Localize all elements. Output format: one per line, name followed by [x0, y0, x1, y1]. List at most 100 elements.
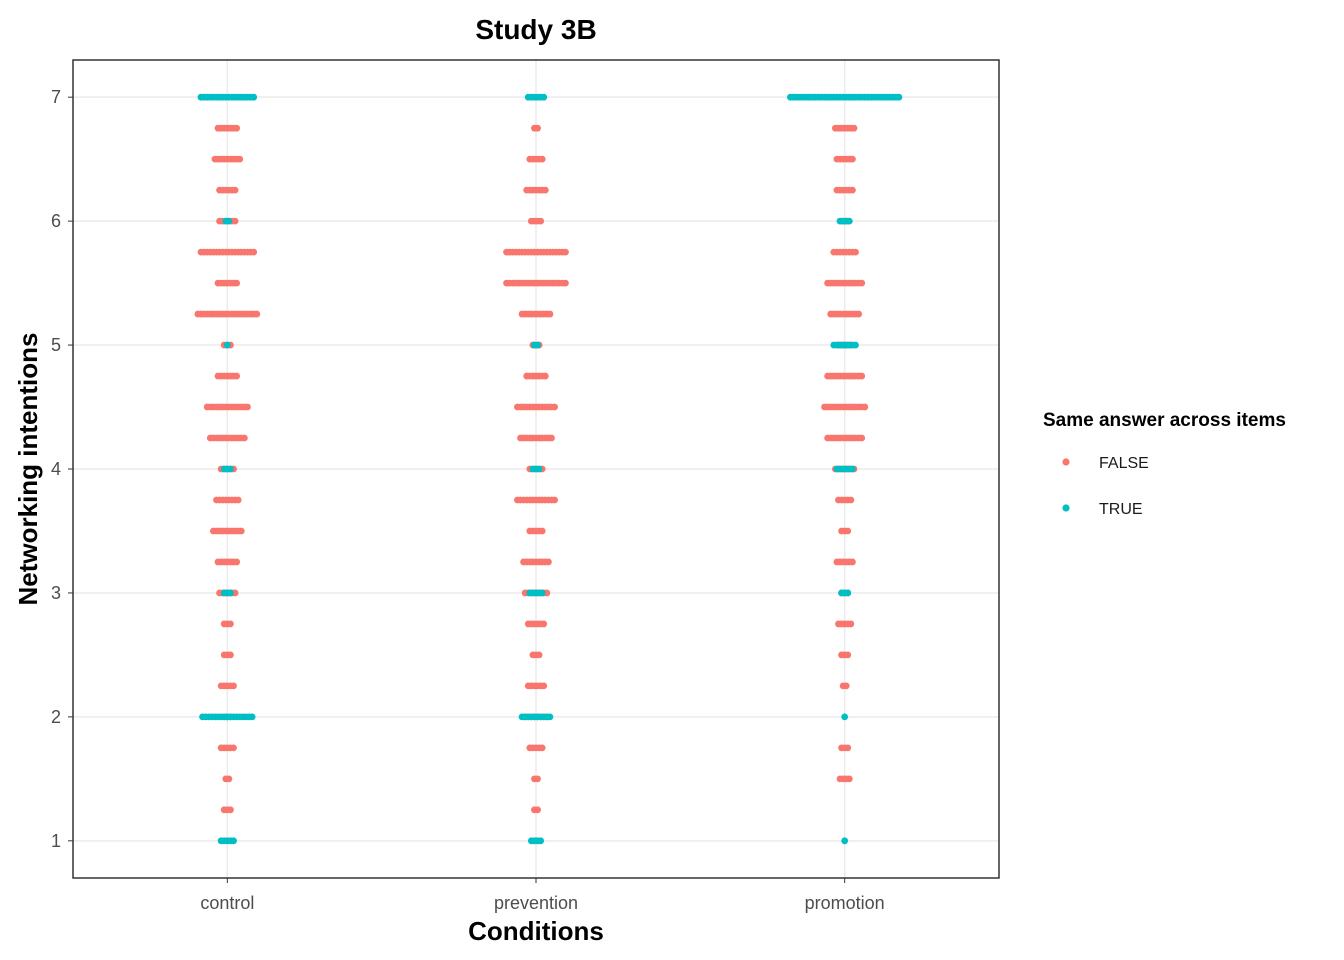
data-point-false [231, 217, 239, 225]
data-point-false [849, 155, 856, 163]
data-point-false [551, 403, 558, 411]
data-point-false [850, 124, 858, 132]
data-point-false [858, 279, 866, 287]
data-point-false [227, 806, 234, 814]
data-point-false [847, 496, 855, 504]
data-point-true [849, 465, 856, 473]
data-point-false [236, 155, 244, 163]
x-axis-title: Conditions [468, 916, 604, 946]
data-point-false [250, 248, 258, 256]
data-point-false [845, 775, 853, 783]
data-points [194, 93, 903, 845]
y-tick-label: 7 [51, 87, 61, 107]
data-point-true [535, 465, 543, 473]
data-point-true [250, 93, 258, 101]
legend-key-false [1062, 458, 1070, 466]
data-point-false [540, 620, 548, 628]
legend-label-true: TRUE [1099, 501, 1143, 518]
data-point-true [538, 589, 546, 597]
data-point-false [233, 558, 241, 566]
data-point-false [861, 403, 869, 411]
chart-title: Study 3B [475, 14, 596, 45]
data-point-true [227, 589, 234, 597]
data-point-true [852, 341, 859, 349]
data-point-true [841, 837, 849, 845]
data-point-false [227, 651, 234, 659]
data-point-false [562, 248, 569, 256]
y-tick-label: 6 [51, 211, 61, 231]
data-point-true [534, 341, 541, 349]
data-point-false [534, 775, 541, 783]
legend-title: Same answer across items [1043, 410, 1286, 431]
data-point-false [852, 248, 859, 256]
legend-entries: FALSE TRUE [1062, 455, 1149, 518]
data-point-false [844, 651, 852, 659]
data-point-false [237, 527, 245, 535]
data-point-false [538, 527, 546, 535]
data-point-false [842, 682, 850, 690]
data-point-true [225, 217, 233, 225]
data-point-true [895, 93, 903, 101]
data-point-false [227, 620, 234, 628]
data-point-false [847, 620, 855, 628]
data-point-false [233, 372, 241, 380]
data-point-false [546, 310, 554, 318]
data-point-false [844, 744, 852, 752]
data-point-false [849, 558, 856, 566]
data-point-false [538, 744, 546, 752]
data-point-false [849, 186, 856, 194]
axes: 1 2 3 4 5 6 7 control prevention promotion [51, 87, 885, 913]
data-point-true [546, 713, 554, 721]
data-point-false [231, 589, 239, 597]
x-tick-label: control [200, 893, 254, 913]
data-point-false [548, 434, 555, 442]
data-point-false [537, 217, 545, 225]
x-tick-label: promotion [805, 893, 885, 913]
data-point-false [858, 434, 866, 442]
data-point-true [248, 713, 256, 721]
data-point-false [545, 558, 552, 566]
data-point-true [537, 837, 545, 845]
data-point-false [534, 124, 541, 132]
data-point-false [541, 186, 549, 194]
data-point-true [844, 589, 852, 597]
data-point-false [844, 527, 852, 535]
data-point-false [538, 155, 546, 163]
data-point-false [231, 186, 239, 194]
data-point-false [244, 403, 251, 411]
y-tick-label: 1 [51, 831, 61, 851]
data-point-false [541, 372, 549, 380]
data-point-false [855, 310, 863, 318]
data-point-false [230, 682, 237, 690]
data-point-false [233, 124, 241, 132]
y-tick-label: 3 [51, 583, 61, 603]
data-point-false [540, 682, 548, 690]
data-point-false [230, 744, 237, 752]
data-point-false [535, 651, 543, 659]
data-point-true [845, 217, 853, 225]
data-point-true [540, 93, 548, 101]
data-point-true [230, 837, 237, 845]
data-point-false [858, 372, 866, 380]
y-tick-label: 4 [51, 459, 61, 479]
legend: Same answer across items FALSE TRUE [1043, 410, 1286, 518]
y-tick-label: 2 [51, 707, 61, 727]
data-point-false [240, 434, 248, 442]
data-point-true [841, 713, 849, 721]
data-point-false [562, 279, 569, 287]
data-point-false [225, 775, 233, 783]
y-tick-label: 5 [51, 335, 61, 355]
data-point-true [223, 341, 231, 349]
legend-label-false: FALSE [1099, 455, 1149, 472]
data-point-false [253, 310, 261, 318]
legend-key-true [1062, 504, 1070, 512]
data-point-false [234, 496, 242, 504]
x-tick-label: prevention [494, 893, 578, 913]
data-point-false [551, 496, 558, 504]
y-axis-title: Networking intentions [13, 333, 43, 606]
data-point-false [543, 589, 551, 597]
data-point-false [233, 279, 241, 287]
data-point-true [227, 465, 234, 473]
data-point-false [534, 806, 541, 814]
